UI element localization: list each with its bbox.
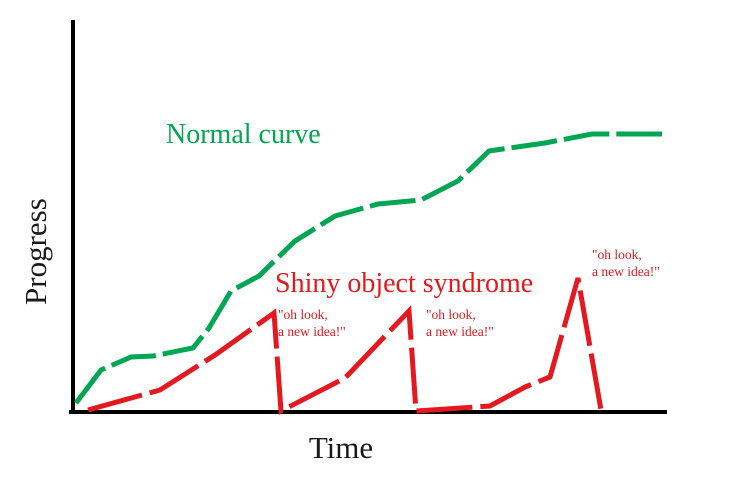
new-idea-annotation: "oh look, a new idea!" xyxy=(278,307,346,339)
annotation-line-1: "oh look, xyxy=(278,307,328,322)
annotation-line-1: "oh look, xyxy=(592,247,642,262)
annotation-line-2: a new idea!" xyxy=(592,264,660,279)
annotation-line-2: a new idea!" xyxy=(426,324,494,339)
new-idea-annotation: "oh look, a new idea!" xyxy=(426,307,494,339)
shiny-object-syndrome-line xyxy=(87,277,604,415)
normal-curve-label: Normal curve xyxy=(166,119,321,150)
x-axis-title: Time xyxy=(309,430,373,465)
shiny-object-syndrome-label: Shiny object syndrome xyxy=(275,268,533,299)
annotation-line-1: "oh look, xyxy=(426,307,476,322)
new-idea-annotation: "oh look, a new idea!" xyxy=(592,247,660,279)
y-axis-title: Progress xyxy=(18,198,53,305)
annotation-group: "oh look, a new idea!" "oh look, a new idea… xyxy=(278,247,660,339)
normal-curve-line xyxy=(74,131,662,405)
annotation-line-2: a new idea!" xyxy=(278,324,346,339)
